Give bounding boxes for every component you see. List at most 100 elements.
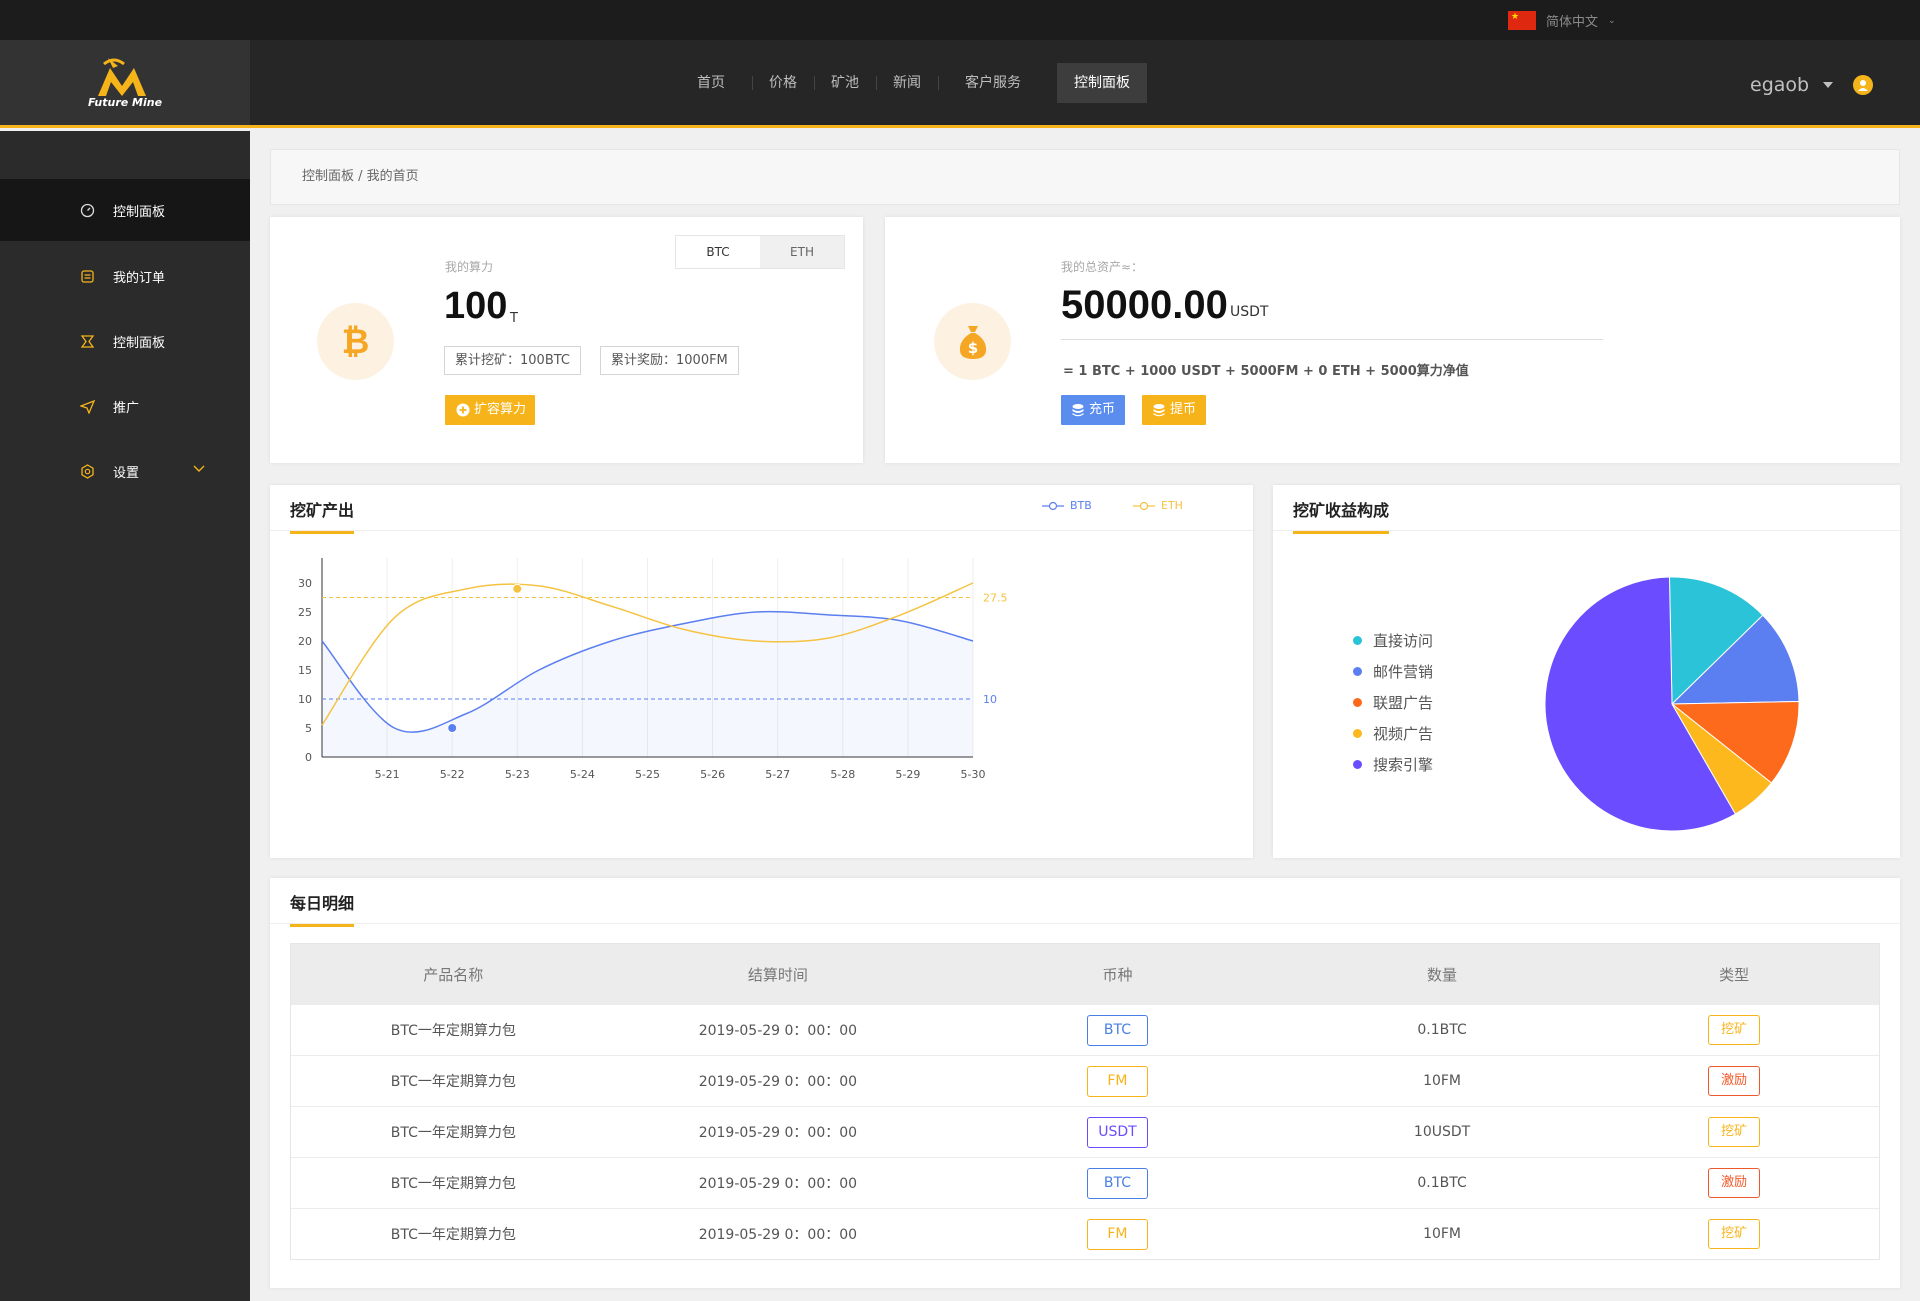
tab-btc[interactable]: BTC: [676, 236, 760, 268]
cell-type: 激励: [1589, 1066, 1879, 1096]
x-tick-label: 5-26: [700, 768, 725, 781]
plus-circle-icon: [456, 403, 470, 417]
send-icon: [79, 398, 95, 414]
sidebar-item-promote[interactable]: 推广: [0, 375, 250, 437]
hash-power-label: 我的算力: [445, 260, 494, 274]
x-tick-label: 5-30: [961, 768, 986, 781]
dashboard-icon: [79, 202, 95, 218]
sidebar-item-label: 控制面板: [113, 335, 166, 351]
coin-stack-icon: [1153, 404, 1165, 417]
cell-amount: 0.1BTC: [1417, 1175, 1467, 1191]
cell-product: BTC一年定期算力包: [390, 1023, 516, 1039]
legend-eth[interactable]: ETH: [1133, 499, 1183, 512]
legend-btb-label: BTB: [1070, 499, 1092, 512]
y-tick-label: 15: [298, 664, 312, 677]
hash-power-unit: T: [510, 311, 518, 326]
sidebar-item-panel[interactable]: 控制面板: [0, 310, 250, 372]
username: egaob: [1750, 74, 1810, 96]
sidebar-item-orders[interactable]: 我的订单: [0, 245, 250, 307]
pie-legend-label: 邮件营销: [1373, 663, 1434, 681]
btb-marked-point: [447, 723, 458, 733]
header-type: 类型: [1719, 965, 1750, 984]
sidebar: 控制面板 我的订单 控制面板 推广 设置: [0, 131, 250, 1301]
nav-pool[interactable]: 矿池: [814, 63, 876, 103]
daily-details-table: 产品名称 结算时间 币种 数量 类型 BTC一年定期算力包 2019-05-29 …: [290, 943, 1880, 1260]
legend-btb[interactable]: BTB: [1042, 499, 1092, 512]
sidebar-item-settings[interactable]: 设置: [0, 440, 250, 502]
pie-legend-label: 视频广告: [1373, 725, 1434, 743]
pie-slice[interactable]: [1670, 614, 1800, 705]
cell-product: BTC一年定期算力包: [390, 1125, 516, 1141]
table-row: BTC一年定期算力包 2019-05-29 0：00：00 USDT 10USDT 挖矿: [291, 1106, 1879, 1157]
cell-coin: BTC: [940, 1014, 1295, 1046]
pie-legend-item[interactable]: 搜索引擎: [1353, 749, 1433, 780]
pie-slice[interactable]: [1670, 700, 1800, 784]
pie-legend-item[interactable]: 直接访问: [1353, 625, 1433, 656]
reward-total-tag: 累计奖励：1000FM: [600, 346, 739, 375]
total-assets-value: 50000.00: [1061, 283, 1228, 327]
pie-legend-label: 直接访问: [1373, 632, 1434, 650]
cell-coin: BTC: [940, 1167, 1295, 1199]
card-divider: [270, 530, 1253, 531]
nav-news[interactable]: 新闻: [876, 63, 938, 103]
assets-divider: [1061, 339, 1603, 340]
cell-time: 2019-05-29 0：00：00: [698, 1227, 858, 1243]
markline-label: 27.5: [983, 592, 1008, 605]
legend-dot-icon: [1353, 667, 1362, 676]
tab-eth[interactable]: ETH: [760, 236, 844, 268]
coin-tab-group: BTC ETH: [675, 235, 845, 269]
nav-dashboard[interactable]: 控制面板: [1057, 63, 1147, 103]
table-row: BTC一年定期算力包 2019-05-29 0：00：00 BTC 0.1BTC 激励: [291, 1157, 1879, 1208]
withdraw-button[interactable]: 提币: [1142, 395, 1207, 425]
coin-badge: FM: [1086, 1218, 1148, 1250]
cell-time: 2019-05-29 0：00：00: [698, 1023, 858, 1039]
cell-amount: 10FM: [1423, 1073, 1462, 1089]
user-menu[interactable]: egaob: [1750, 74, 1874, 96]
x-tick-label: 5-24: [570, 768, 595, 781]
pie-slice[interactable]: [1668, 576, 1764, 706]
svg-text:$: $: [967, 339, 977, 357]
table-header-row: 产品名称 结算时间 币种 数量 类型: [291, 944, 1879, 1004]
nav-support[interactable]: 客户服务: [938, 63, 1041, 103]
x-tick-label: 5-28: [830, 768, 855, 781]
cell-product: BTC一年定期算力包: [390, 1176, 516, 1192]
coin-badge: USDT: [1086, 1116, 1148, 1148]
pie-legend: 直接访问邮件营销联盟广告视频广告搜索引擎: [1353, 625, 1433, 780]
cell-time: 2019-05-29 0：00：00: [698, 1074, 858, 1090]
user-avatar-icon[interactable]: [1853, 75, 1874, 95]
china-flag-icon: [1508, 11, 1536, 30]
expand-hash-label: 扩容算力: [474, 402, 527, 417]
card-divider: [270, 923, 1900, 924]
type-badge: 激励: [1708, 1168, 1761, 1198]
cell-time: 2019-05-29 0：00：00: [698, 1176, 858, 1192]
cell-time: 2019-05-29 0：00：00: [698, 1125, 858, 1141]
deposit-button[interactable]: 充币: [1061, 395, 1126, 425]
nav-price[interactable]: 价格: [752, 63, 814, 103]
coin-badge: BTC: [1086, 1014, 1148, 1046]
header-time: 结算时间: [747, 965, 808, 984]
expand-hash-button[interactable]: 扩容算力: [445, 395, 536, 425]
nav-home[interactable]: 首页: [697, 75, 725, 91]
eth-series-line: [321, 582, 974, 726]
mining-output-card: 挖矿产出 BTB ETH 0 5 10 15 20 25 30 5-21 5-22 5-23 5-2…: [270, 485, 1253, 858]
cell-coin: FM: [940, 1218, 1295, 1250]
table-body: BTC一年定期算力包 2019-05-29 0：00：00 BTC 0.1BTC 挖矿 B…: [291, 1004, 1879, 1259]
x-tick-label: 5-23: [505, 768, 530, 781]
logo[interactable]: Future Mine: [0, 40, 250, 125]
table-row: BTC一年定期算力包 2019-05-29 0：00：00 FM 10FM 激励: [291, 1055, 1879, 1106]
pie-slice[interactable]: [1544, 576, 1737, 832]
settings-icon: [79, 463, 95, 479]
language-selector[interactable]: 简体中文 ⌄: [1508, 11, 1616, 30]
chevron-down-icon: [193, 465, 205, 472]
pie-legend-item[interactable]: 视频广告: [1353, 718, 1433, 749]
mining-line-chart: 0 5 10 15 20 25 30 5-21 5-22 5-23 5-24 5-25 5-26 5-27…: [298, 558, 1008, 781]
pie-legend-item[interactable]: 联盟广告: [1353, 687, 1433, 718]
sidebar-item-dashboard[interactable]: 控制面板: [0, 179, 250, 241]
pie-legend-item[interactable]: 邮件营销: [1353, 656, 1433, 687]
legend-dot-icon: [1353, 636, 1362, 645]
cell-amount: 10USDT: [1413, 1124, 1471, 1140]
cell-coin: USDT: [940, 1116, 1295, 1148]
x-tick-label: 5-25: [635, 768, 660, 781]
total-assets-unit: USDT: [1230, 304, 1269, 320]
legend-line-marker-icon: [1042, 501, 1064, 510]
